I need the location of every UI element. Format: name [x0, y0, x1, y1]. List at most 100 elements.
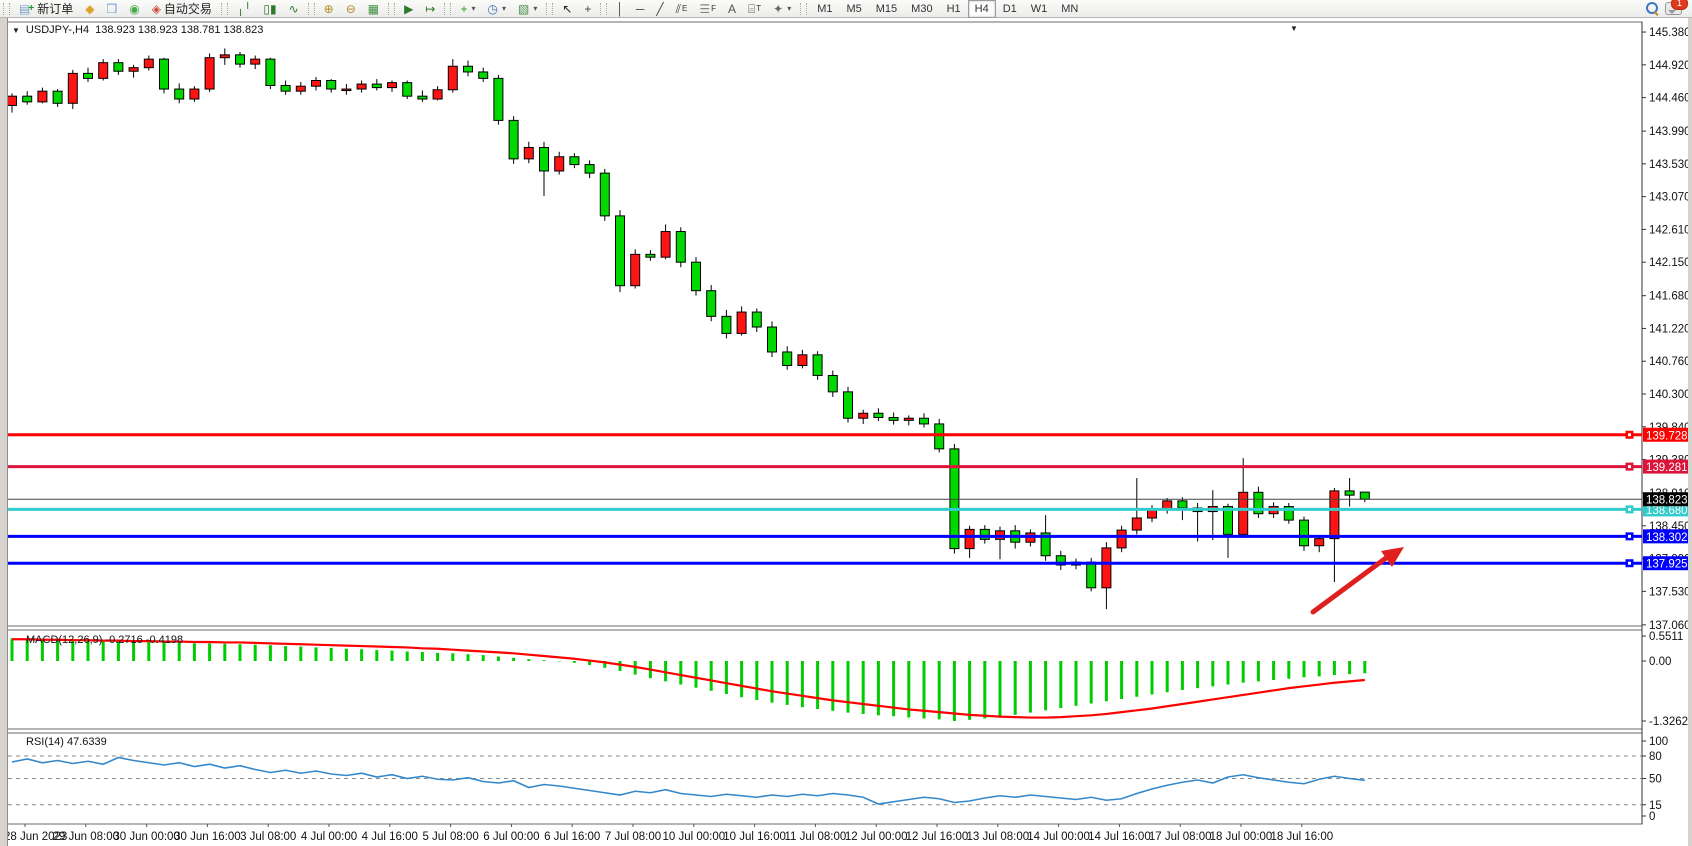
tile-windows-button[interactable]: ▦ — [362, 0, 385, 18]
date-label: 18 Jul 16:00 — [1270, 831, 1333, 843]
templates-button[interactable]: ▧ ▾ — [512, 0, 543, 18]
date-label: 12 Jul 00:00 — [845, 831, 908, 843]
candle — [371, 83, 382, 89]
candlestick-button[interactable]: ▯▮ — [257, 0, 282, 18]
chart-shift-marker-icon[interactable]: ▼ — [1290, 24, 1298, 33]
cursor-button[interactable]: ↖ — [556, 0, 578, 18]
bar-chart-button[interactable]: ╷╵ — [231, 0, 257, 18]
timeframe-m30-button[interactable]: M30 — [911, 2, 933, 15]
arrow-annotation-head[interactable] — [1381, 547, 1404, 567]
tile-windows-icon: ▦ — [367, 1, 380, 16]
main-chart-panel — [6, 21, 1643, 627]
horizontal-line-icon: ─ — [635, 1, 645, 16]
hline-handle-center — [1628, 433, 1631, 437]
toolbar: ▤ + 新订单 ◆ ❒ ◉ ◈ 自动交易 ╷╵ ▯▮ ∿ ⊕ ⊖ ▦ ▶ ↦ + ▾ ◷ ▾ ▧ ▾ ↖ + │ ─ ╱ ⫽ E ☰ F A ⌸… — [0, 0, 1692, 18]
candle — [1238, 491, 1249, 535]
candle — [1253, 491, 1264, 515]
date-label: 18 Jul 00:00 — [1210, 831, 1273, 843]
date-label: 4 Jul 00:00 — [301, 831, 357, 843]
chat-bubble-icon[interactable]: 1 — [1665, 0, 1688, 15]
macd-signal-line — [12, 638, 1365, 719]
line-chart-button[interactable]: ∿ — [283, 0, 305, 18]
candle — [858, 412, 869, 419]
toolbar-grip — [800, 2, 808, 15]
y-axis-tick-label: 143.990 — [1649, 126, 1691, 138]
arrow-annotation-shaft[interactable] — [1310, 552, 1393, 615]
candle — [919, 417, 929, 425]
candle — [113, 62, 124, 72]
chevron-down-icon[interactable]: ▾ — [787, 4, 792, 13]
candle — [630, 253, 641, 287]
market-watch-button[interactable]: ◆ — [79, 0, 100, 18]
timeframe-m1-button[interactable]: M1 — [817, 2, 833, 15]
date-label: 10 Jul 00:00 — [662, 831, 725, 843]
one-click-expander-icon[interactable]: ▼ — [12, 25, 20, 35]
toolbar-grip — [600, 2, 608, 15]
notification-badge: 1 — [1671, 0, 1688, 10]
candle — [797, 354, 808, 366]
chevron-down-icon[interactable]: ▾ — [471, 4, 476, 13]
fibonacci-button[interactable]: ☰ F — [693, 0, 722, 18]
candle — [83, 72, 93, 79]
candle — [432, 89, 443, 100]
timeframe-h4-button[interactable]: H4 — [967, 0, 996, 18]
candle — [417, 95, 428, 100]
toolbar-grip — [388, 2, 396, 15]
candle — [250, 58, 261, 65]
candle — [22, 95, 33, 103]
y-axis-tick-label: 141.220 — [1649, 323, 1691, 335]
toolbar-right: 1 — [1646, 0, 1692, 16]
timeframe-mn-button[interactable]: MN — [1061, 2, 1079, 15]
bid-price-label: 138.823 — [1646, 495, 1688, 507]
candle — [1223, 506, 1233, 535]
chart-shift-button[interactable]: ↦ — [419, 0, 441, 18]
date-label: 5 Jul 08:00 — [422, 831, 478, 843]
timeframe-d1-button[interactable]: D1 — [1002, 2, 1017, 15]
vertical-line-button[interactable]: │ — [610, 0, 630, 18]
autotrading-button-label: 自动交易 — [163, 2, 212, 16]
new-order-button[interactable]: ▤ + 新订单 — [13, 0, 79, 18]
crosshair-button[interactable]: + — [578, 0, 597, 18]
rsi-axis-label: 100 — [1649, 736, 1668, 748]
candle — [265, 58, 276, 86]
zoom-in-button[interactable]: ⊕ — [318, 0, 340, 18]
text-label-button[interactable]: ⌸ T — [742, 0, 767, 18]
template-icon: ▧ — [517, 1, 530, 16]
candle — [539, 146, 549, 172]
refresh-button[interactable]: ◉ — [123, 0, 145, 18]
rsi-axis-label: 15 — [1649, 800, 1662, 812]
candle — [478, 71, 489, 79]
clock-icon: ◷ — [487, 1, 498, 16]
hline-price-label: 139.281 — [1646, 462, 1688, 474]
autotrading-button[interactable]: ◈ 自动交易 — [146, 0, 218, 18]
chevron-down-icon[interactable]: ▾ — [501, 4, 506, 13]
horizontal-line-button[interactable]: ─ — [630, 0, 651, 18]
timeframe-h1-button[interactable]: H1 — [946, 2, 961, 15]
chevron-down-icon[interactable]: ▾ — [533, 4, 538, 13]
y-axis-tick-label: 137.530 — [1649, 586, 1691, 598]
auto-scroll-button[interactable]: ▶ — [398, 0, 419, 18]
window-left-border — [0, 17, 8, 846]
candle — [174, 88, 185, 100]
timeframe-m15-button[interactable]: M15 — [875, 2, 898, 15]
candle — [67, 72, 78, 104]
macd-label: MACD(12,26,9) -0.2716 -0.4198 — [26, 634, 184, 646]
window-right-border — [1688, 17, 1692, 846]
timeframe-m5-button[interactable]: M5 — [846, 2, 862, 15]
date-label: 6 Jul 16:00 — [544, 831, 600, 843]
date-label: 29 Jun 08:00 — [53, 831, 120, 843]
magnifier-icon[interactable] — [1646, 2, 1659, 16]
trendline-button[interactable]: ╱ — [650, 0, 669, 18]
arrows-button[interactable]: ✦ ▾ — [767, 0, 797, 18]
macd-panel — [6, 629, 1643, 730]
zoom-out-button[interactable]: ⊖ — [340, 0, 362, 18]
indicators-button[interactable]: + ▾ — [454, 0, 481, 18]
text-button[interactable]: A — [722, 0, 742, 18]
channel-button[interactable]: ⫽ E — [670, 0, 694, 18]
navigator-button[interactable]: ❒ — [100, 0, 123, 18]
candle — [736, 311, 747, 334]
candlestick-icon: ▯▮ — [263, 1, 277, 16]
timeframe-w1-button[interactable]: W1 — [1030, 2, 1048, 15]
y-axis-tick-label: 141.680 — [1649, 291, 1691, 303]
periods-button[interactable]: ◷ ▾ — [481, 0, 512, 18]
